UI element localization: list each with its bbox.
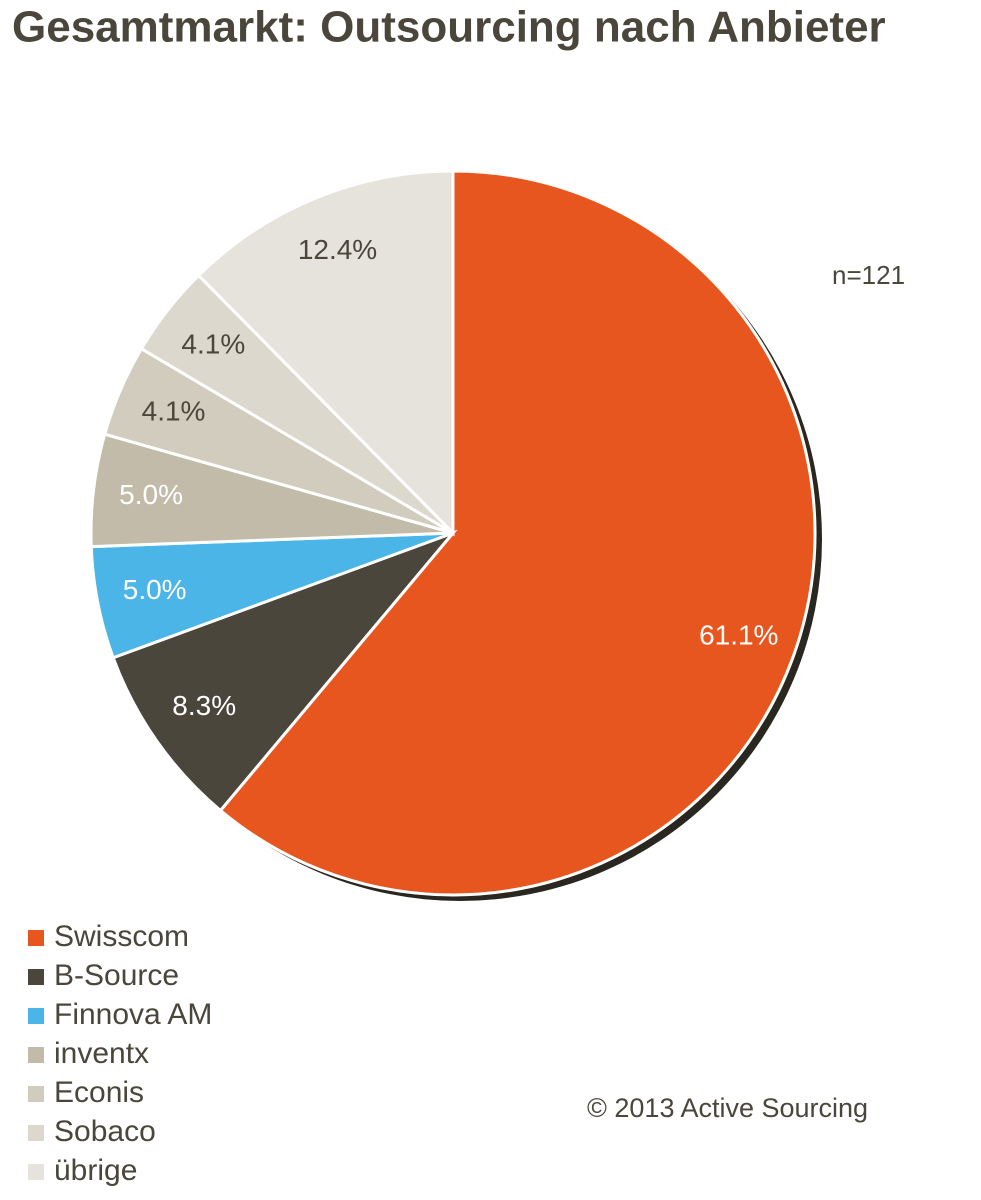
pie-slice (196, 169, 455, 537)
slice-label: 5.0% (123, 574, 187, 605)
legend-swatch (28, 1047, 44, 1063)
chart-title: Gesamtmarkt: Outsourcing nach Anbieter (12, 3, 886, 52)
legend-swatch (28, 1086, 44, 1102)
slice-label: 5.0% (119, 479, 183, 510)
legend-label: Swisscom (54, 920, 189, 953)
legend-swatch (28, 1125, 44, 1141)
slice-label: 12.4% (298, 234, 377, 265)
legend-swatch (28, 1008, 44, 1024)
copyright: © 2013 Active Sourcing (587, 1093, 868, 1123)
slice-label: 4.1% (142, 396, 206, 427)
legend-label: B-Source (54, 959, 179, 992)
legend-label: Finnova AM (54, 998, 212, 1031)
legend-swatch (28, 1164, 44, 1180)
legend-swatch (28, 930, 44, 946)
pie-slice (218, 169, 817, 897)
legend-label: Econis (54, 1076, 144, 1109)
legend-label: inventx (54, 1037, 149, 1070)
legend-label: übrige (54, 1154, 137, 1187)
slice-label: 4.1% (181, 328, 245, 359)
slice-label: 61.1% (699, 619, 778, 650)
legend-swatch (28, 969, 44, 985)
sample-size: n=121 (832, 260, 905, 290)
slice-label: 8.3% (172, 690, 236, 721)
pie-slice (111, 529, 458, 813)
legend-label: Sobaco (54, 1115, 156, 1148)
